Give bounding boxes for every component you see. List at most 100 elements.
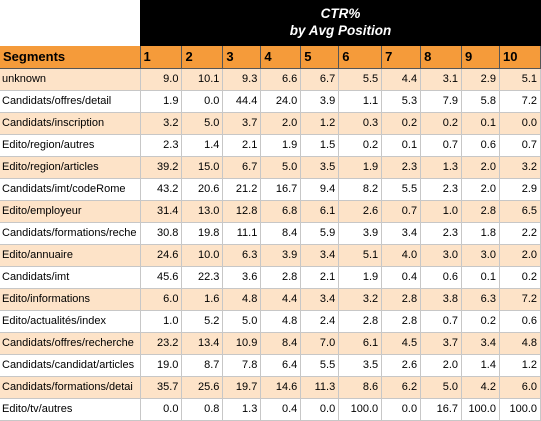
ctr-value-cell: 6.1	[300, 200, 340, 223]
ctr-value-cell: 6.5	[499, 200, 541, 223]
ctr-value-cell: 0.2	[499, 266, 541, 289]
segment-name-cell: Edito/employeur	[0, 200, 141, 223]
ctr-value-cell: 2.9	[499, 178, 541, 201]
ctr-value-cell: 8.2	[338, 178, 383, 201]
ctr-value-cell: 25.6	[181, 376, 224, 399]
ctr-value-cell: 5.5	[338, 68, 383, 91]
ctr-value-cell: 8.7	[181, 354, 224, 377]
ctr-value-cell: 3.4	[461, 332, 500, 355]
ctr-value-cell: 100.0	[338, 398, 383, 421]
title-line-2: by Avg Position	[289, 23, 392, 38]
ctr-value-cell: 2.8	[381, 288, 422, 311]
ctr-value-cell: 13.0	[181, 200, 224, 223]
ctr-value-cell: 2.0	[461, 178, 500, 201]
column-header-segments: Segments	[0, 46, 141, 69]
ctr-value-cell: 2.0	[420, 354, 462, 377]
ctr-value-cell: 8.4	[260, 332, 302, 355]
ctr-value-cell: 0.4	[381, 266, 422, 289]
ctr-value-cell: 4.4	[381, 68, 422, 91]
ctr-value-cell: 3.4	[381, 222, 422, 245]
ctr-value-cell: 11.3	[300, 376, 340, 399]
ctr-value-cell: 1.4	[181, 134, 224, 157]
column-header-position-6: 6	[338, 46, 383, 69]
ctr-value-cell: 3.5	[300, 156, 340, 179]
ctr-value-cell: 44.4	[222, 90, 262, 113]
ctr-value-cell: 5.5	[381, 178, 422, 201]
ctr-value-cell: 2.8	[381, 310, 422, 333]
segment-name-cell: Edito/region/autres	[0, 134, 141, 157]
ctr-value-cell: 1.9	[338, 266, 383, 289]
ctr-value-cell: 35.7	[140, 376, 183, 399]
segment-name-cell: Candidats/formations/detai	[0, 376, 141, 399]
ctr-value-cell: 21.2	[222, 178, 262, 201]
ctr-value-cell: 9.0	[140, 68, 183, 91]
ctr-value-cell: 7.0	[300, 332, 340, 355]
segment-name-cell: Edito/tv/autres	[0, 398, 141, 421]
ctr-value-cell: 100.0	[499, 398, 541, 421]
ctr-value-cell: 10.9	[222, 332, 262, 355]
ctr-value-cell: 3.0	[461, 244, 500, 267]
ctr-value-cell: 2.6	[338, 200, 383, 223]
ctr-value-cell: 3.1	[420, 68, 462, 91]
ctr-value-cell: 0.2	[420, 112, 462, 135]
column-header-position-8: 8	[420, 46, 462, 69]
ctr-value-cell: 3.8	[420, 288, 462, 311]
ctr-value-cell: 3.2	[140, 112, 183, 135]
ctr-value-cell: 9.4	[300, 178, 340, 201]
ctr-value-cell: 4.4	[260, 288, 302, 311]
ctr-value-cell: 8.4	[260, 222, 302, 245]
table-row: Edito/tv/autres 0.0 0.8 1.3 0.4 0.0 100.0 0.0 16…	[0, 398, 541, 421]
ctr-value-cell: 0.7	[420, 134, 462, 157]
ctr-value-cell: 2.0	[461, 156, 500, 179]
table-row: Edito/region/autres 2.3 1.4 2.1 1.9 1.5 0.2 0.1…	[0, 134, 541, 157]
ctr-value-cell: 1.8	[461, 222, 500, 245]
ctr-value-cell: 1.4	[461, 354, 500, 377]
ctr-value-cell: 1.9	[260, 134, 302, 157]
column-header-position-4: 4	[260, 46, 302, 69]
column-header-position-7: 7	[381, 46, 422, 69]
ctr-value-cell: 3.9	[338, 222, 383, 245]
ctr-value-cell: 14.6	[260, 376, 302, 399]
ctr-value-cell: 100.0	[461, 398, 500, 421]
table-row: Candidats/imt 45.6 22.3 3.6 2.8 2.1 1.9 0.4 0.6 0…	[0, 266, 541, 289]
ctr-value-cell: 5.2	[181, 310, 224, 333]
ctr-value-cell: 22.3	[181, 266, 224, 289]
ctr-value-cell: 1.1	[338, 90, 383, 113]
ctr-value-cell: 2.9	[461, 68, 500, 91]
ctr-value-cell: 4.8	[499, 332, 541, 355]
ctr-value-cell: 2.6	[381, 354, 422, 377]
ctr-value-cell: 1.0	[140, 310, 183, 333]
ctr-value-cell: 39.2	[140, 156, 183, 179]
ctr-value-cell: 2.3	[420, 222, 462, 245]
ctr-value-cell: 19.7	[222, 376, 262, 399]
ctr-value-cell: 8.6	[338, 376, 383, 399]
ctr-value-cell: 0.7	[381, 200, 422, 223]
ctr-value-cell: 3.0	[420, 244, 462, 267]
column-header-position-1: 1	[140, 46, 183, 69]
segment-name-cell: Candidats/imt	[0, 266, 141, 289]
ctr-value-cell: 0.0	[300, 398, 340, 421]
segment-name-cell: unknown	[0, 68, 141, 91]
ctr-value-cell: 3.6	[222, 266, 262, 289]
ctr-value-cell: 2.4	[300, 310, 340, 333]
ctr-table: Segments 1 2 3 4 5 6 7 8 9 10 unknown 9.0 10.1 9.3 6.6…	[0, 46, 541, 421]
ctr-value-cell: 5.8	[461, 90, 500, 113]
ctr-value-cell: 2.3	[381, 156, 422, 179]
ctr-value-cell: 0.0	[381, 398, 422, 421]
segment-name-cell: Candidats/inscription	[0, 112, 141, 135]
column-header-position-10: 10	[499, 46, 541, 69]
ctr-value-cell: 1.6	[181, 288, 224, 311]
ctr-value-cell: 6.7	[300, 68, 340, 91]
ctr-value-cell: 1.3	[420, 156, 462, 179]
ctr-value-cell: 0.1	[461, 266, 500, 289]
ctr-value-cell: 5.3	[381, 90, 422, 113]
ctr-value-cell: 0.8	[181, 398, 224, 421]
ctr-value-cell: 1.3	[222, 398, 262, 421]
ctr-value-cell: 3.9	[300, 90, 340, 113]
column-header-position-5: 5	[300, 46, 340, 69]
ctr-value-cell: 7.9	[420, 90, 462, 113]
ctr-value-cell: 6.7	[222, 156, 262, 179]
ctr-value-cell: 2.1	[222, 134, 262, 157]
table-row: unknown 9.0 10.1 9.3 6.6 6.7 5.5 4.4 3.1 2.9 5.1	[0, 68, 541, 91]
